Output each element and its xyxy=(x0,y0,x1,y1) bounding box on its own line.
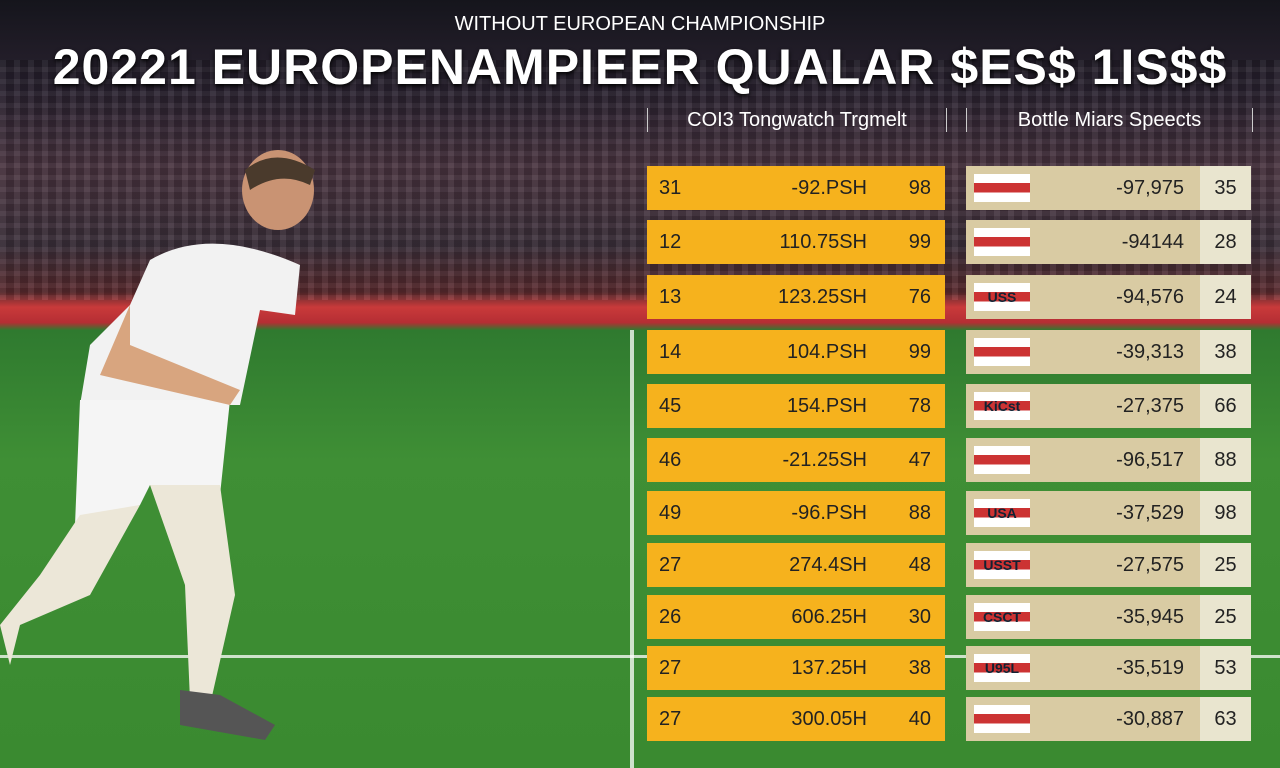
cell: 27 xyxy=(659,708,682,730)
cell: -37,529 xyxy=(1116,502,1184,524)
cell: 78 xyxy=(908,395,931,417)
table-row: 49 -96.PSH 88 xyxy=(647,491,945,535)
cell: 38 xyxy=(1200,330,1251,374)
table-row: USA -37,529 xyxy=(966,491,1200,535)
cell: 99 xyxy=(908,341,931,363)
cell: 12 xyxy=(659,231,682,253)
cell: -97,975 xyxy=(1116,177,1184,199)
table-row: -39,313 xyxy=(966,330,1200,374)
cell: 30 xyxy=(908,606,931,628)
table-row: 27 274.4SH 48 xyxy=(647,543,945,587)
pitch-line xyxy=(630,330,634,768)
table-row: -97,975 xyxy=(966,166,1200,210)
flag: USST xyxy=(974,551,1030,579)
cell: 154.PSH xyxy=(786,395,867,417)
table-row: 46 -21.25SH 47 xyxy=(647,438,945,482)
table-row: 27 300.05H 40 xyxy=(647,697,945,741)
cell: -96.PSH xyxy=(791,502,867,524)
cell: 13 xyxy=(659,286,682,308)
cell: 137.25H xyxy=(791,657,867,679)
cell: -39,313 xyxy=(1116,341,1184,363)
cell: 98 xyxy=(1200,491,1251,535)
cell: -35,945 xyxy=(1116,606,1184,628)
cell: 25 xyxy=(1200,543,1251,587)
cell: 98 xyxy=(908,177,931,199)
pitch-line xyxy=(0,655,1280,658)
table-row: 26 606.25H 30 xyxy=(647,595,945,639)
table-heading: Bottle Miars Speects xyxy=(966,108,1253,132)
cell: 48 xyxy=(908,554,931,576)
flag xyxy=(974,174,1030,202)
cell: -94144 xyxy=(1121,231,1184,253)
subtitle: WITHOUT EUROPEAN CHAMPIONSHIP xyxy=(454,13,826,35)
cell: 27 xyxy=(659,657,682,679)
cell: -27,575 xyxy=(1116,554,1184,576)
player xyxy=(0,150,315,740)
cell: -21.25SH xyxy=(782,449,868,471)
cell: 300.05H xyxy=(791,708,867,730)
table-row: 27 137.25H 38 xyxy=(647,646,945,690)
cell: 35 xyxy=(1200,166,1251,210)
table-row: -94144 xyxy=(966,220,1200,264)
table-row: USST -27,575 xyxy=(966,543,1200,587)
cell: 274.4SH xyxy=(789,554,867,576)
table-row: 13 123.25SH 76 xyxy=(647,275,945,319)
table-row: U95L -35,519 xyxy=(966,646,1200,690)
cell: 46 xyxy=(659,449,682,471)
flag: KiCst xyxy=(974,392,1030,420)
cell: 31 xyxy=(659,177,682,199)
flag: USS xyxy=(974,283,1030,311)
table-row: -96,517 xyxy=(966,438,1200,482)
cell: 66 xyxy=(1200,384,1251,428)
cell: 38 xyxy=(908,657,931,679)
flag xyxy=(974,228,1030,256)
table-row: 45 154.PSH 78 xyxy=(647,384,945,428)
table-row: 31 -92.PSH 98 xyxy=(647,166,945,210)
cell: -96,517 xyxy=(1116,449,1184,471)
cell: -94,576 xyxy=(1116,286,1184,308)
cell: 26 xyxy=(659,606,682,628)
cell: 123.25SH xyxy=(778,286,867,308)
cell: 63 xyxy=(1200,697,1251,741)
flag xyxy=(974,338,1030,366)
cell: -27,375 xyxy=(1116,395,1184,417)
cell: 27 xyxy=(659,554,682,576)
cell: 76 xyxy=(908,286,931,308)
flag xyxy=(974,446,1030,474)
cell: 49 xyxy=(659,502,682,524)
title: 20221 EUROPENAMPIEER QUALAR $ES$ 1IS$$ xyxy=(52,39,1228,95)
cell: 104.PSH xyxy=(786,341,867,363)
cell: 99 xyxy=(908,231,931,253)
cell: 53 xyxy=(1200,646,1251,690)
cell: -30,887 xyxy=(1116,708,1184,730)
cell: 14 xyxy=(659,341,682,363)
flag: CSCT xyxy=(974,603,1030,631)
cell: 88 xyxy=(1200,438,1251,482)
flag xyxy=(974,705,1030,733)
table-row: CSCT -35,945 xyxy=(966,595,1200,639)
table-row: 14 104.PSH 99 xyxy=(647,330,945,374)
table-row: USS -94,576 xyxy=(966,275,1200,319)
cell: 28 xyxy=(1200,220,1251,264)
cell: 606.25H xyxy=(791,606,867,628)
cell: -35,519 xyxy=(1116,657,1184,679)
cell: 25 xyxy=(1200,595,1251,639)
cell: 45 xyxy=(659,395,682,417)
cell: 88 xyxy=(908,502,931,524)
table-row: 12 110.75SH 99 xyxy=(647,220,945,264)
cell: 47 xyxy=(908,449,931,471)
flag: USA xyxy=(974,499,1030,527)
cell: 110.75SH xyxy=(779,231,867,253)
cell: 24 xyxy=(1200,275,1251,319)
cell: -92.PSH xyxy=(791,177,867,199)
flag: U95L xyxy=(974,654,1030,682)
table-heading: COI3 Tongwatch Trgmelt xyxy=(647,108,947,132)
table-row: KiCst -27,375 xyxy=(966,384,1200,428)
cell: 40 xyxy=(908,708,931,730)
table-row: -30,887 xyxy=(966,697,1200,741)
